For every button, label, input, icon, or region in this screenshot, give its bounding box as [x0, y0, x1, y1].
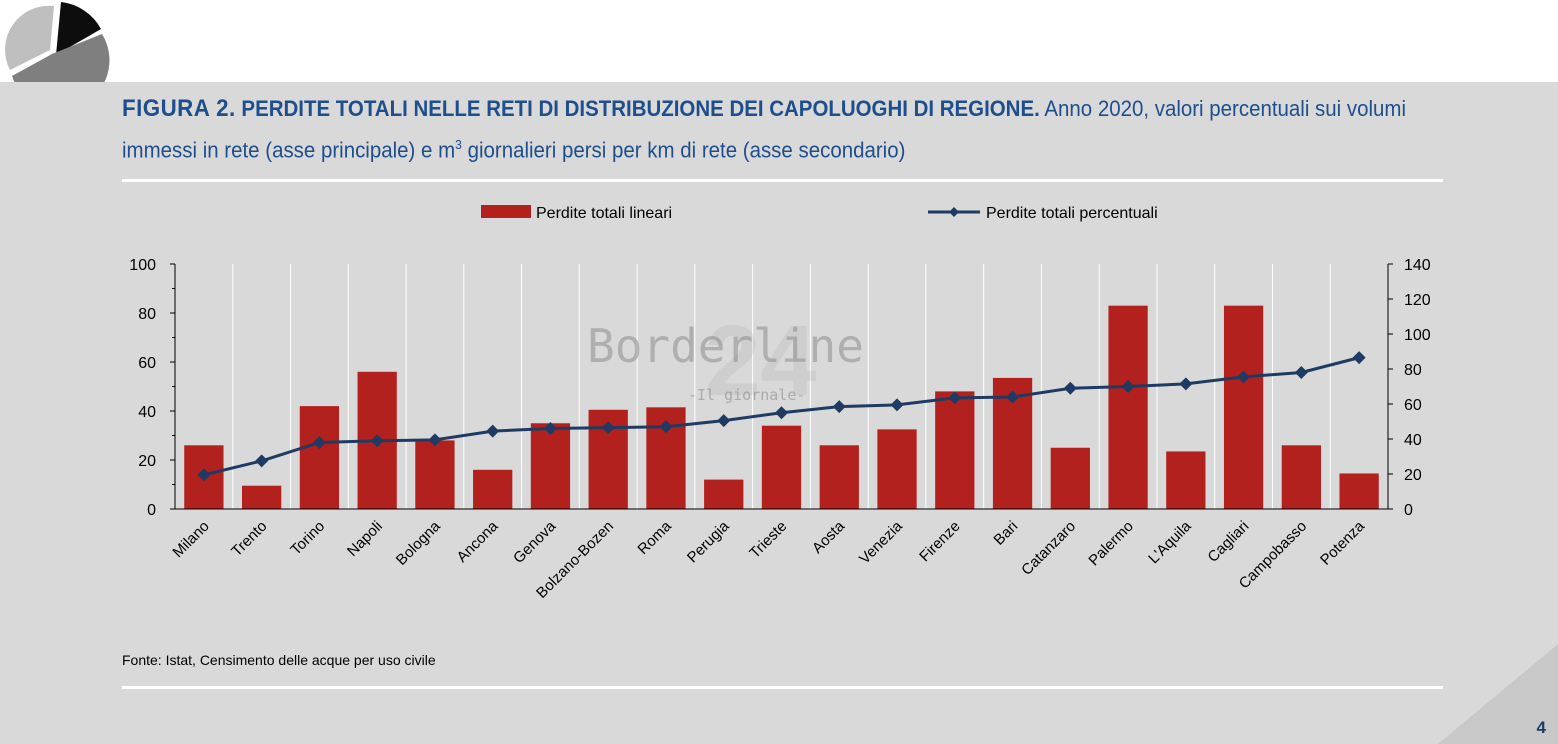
- right-axis-ticks: 0 20 40 60 80 100 120 140: [1388, 257, 1431, 519]
- figure-label: FIGURA 2.: [122, 95, 236, 122]
- line-marker: [428, 433, 442, 447]
- watermark: 24 Borderline -Il giornale-: [587, 305, 864, 417]
- category-label: Catanzaro: [1018, 518, 1079, 579]
- line-marker: [1121, 380, 1135, 393]
- category-label: Napoli: [344, 518, 386, 560]
- right-tick-label: 80: [1404, 362, 1422, 379]
- line-marker: [659, 420, 673, 434]
- right-tick-label: 120: [1404, 292, 1431, 309]
- figure-title: FIGURA 2. PERDITE TOTALI NELLE RETI DI D…: [122, 91, 1443, 168]
- line-marker: [1294, 366, 1308, 379]
- bar-firenze: [935, 391, 975, 509]
- line-marker: [1237, 370, 1251, 384]
- category-label: L'Aquila: [1145, 517, 1195, 567]
- line-marker: [775, 406, 788, 420]
- watermark-subtext: -Il giornale-: [688, 386, 805, 404]
- bar-potenza: [1339, 473, 1379, 509]
- watermark-number: 24: [705, 305, 817, 417]
- pie-logo-black-slice: [56, 2, 101, 55]
- line-marker: [255, 454, 269, 468]
- category-label: Cagliari: [1204, 518, 1252, 566]
- left-tick-label: 40: [138, 404, 156, 421]
- legend-bar-label: Perdite totali lineari: [536, 205, 672, 222]
- category-label: Genova: [510, 517, 560, 567]
- figure-title-rest-2: giornalieri persi per km di rete (asse s…: [467, 137, 906, 163]
- right-tick-label: 140: [1404, 257, 1431, 274]
- line-marker: [370, 434, 384, 448]
- line-marker: [1352, 351, 1366, 365]
- pie-logo-light-slice: [5, 5, 54, 70]
- line-marker: [832, 400, 846, 414]
- page-corner-decoration: [1438, 644, 1558, 744]
- left-axis-ticks: 0 20 40 60 80 100: [129, 257, 175, 519]
- source-note: Fonte: Istat, Censimento delle acque per…: [122, 652, 436, 668]
- figure-title-superscript: 3: [455, 137, 462, 152]
- right-tick-label: 0: [1404, 502, 1413, 519]
- bar-venezia: [877, 429, 917, 509]
- figure-title-rest: Anno 2020, valori percentuali sui volumi…: [122, 96, 1407, 163]
- category-label: Venezia: [856, 517, 906, 567]
- category-label: Perugia: [684, 517, 733, 566]
- category-label: Roma: [634, 517, 675, 558]
- legend-line-marker: [949, 207, 959, 217]
- category-label: Aosta: [809, 517, 849, 557]
- category-label: Trieste: [746, 518, 790, 562]
- top-divider: [122, 179, 1443, 182]
- line-series: [197, 351, 1366, 482]
- page-number: 4: [1536, 718, 1546, 737]
- line-marker: [486, 424, 500, 438]
- right-tick-label: 20: [1404, 467, 1422, 484]
- line-marker: [601, 421, 615, 435]
- bar-perugia: [704, 479, 744, 509]
- category-label: Milano: [169, 518, 212, 561]
- category-label: Firenze: [916, 518, 963, 565]
- category-label: Potenza: [1317, 517, 1368, 568]
- line-marker: [543, 422, 557, 435]
- left-tick-label: 20: [138, 453, 156, 470]
- line-marker: [890, 398, 904, 412]
- line-marker: [1063, 381, 1077, 395]
- bar-ancona: [473, 469, 513, 509]
- category-label: Trento: [228, 518, 270, 560]
- bar-palermo: [1108, 305, 1148, 509]
- bar-trento: [242, 485, 282, 509]
- bar-genova: [530, 423, 571, 509]
- bar-torino: [299, 406, 340, 509]
- category-label: Palermo: [1085, 518, 1137, 570]
- legend: Perdite totali lineari Perdite totali pe…: [481, 205, 1158, 222]
- bar-catanzaro: [1050, 447, 1090, 509]
- category-label: Bologna: [393, 517, 444, 568]
- right-tick-label: 40: [1404, 432, 1422, 449]
- figure-title-bold: PERDITE TOTALI NELLE RETI DI DISTRIBUZIO…: [241, 96, 1040, 121]
- bar-bologna: [415, 440, 455, 509]
- bar-trieste: [761, 425, 802, 509]
- right-tick-label: 60: [1404, 397, 1422, 414]
- line-marker: [1006, 390, 1020, 404]
- left-tick-label: 60: [138, 355, 156, 372]
- line-marker: [948, 391, 962, 405]
- category-label: Ancona: [454, 517, 502, 565]
- right-tick-label: 100: [1404, 327, 1431, 344]
- bar-aosta: [819, 445, 859, 509]
- line-marker: [312, 436, 326, 449]
- bottom-divider: [122, 686, 1443, 689]
- line-marker: [197, 468, 211, 482]
- left-tick-label: 0: [147, 502, 156, 519]
- category-label: Torino: [287, 518, 328, 559]
- legend-line-label: Perdite totali percentuali: [986, 205, 1158, 222]
- bar-l-aquila: [1166, 451, 1206, 509]
- line-marker: [1179, 377, 1193, 391]
- watermark-text: Borderline: [587, 319, 864, 373]
- category-label: Bari: [990, 518, 1021, 549]
- left-tick-label: 80: [138, 306, 156, 323]
- left-tick-label: 100: [129, 257, 156, 274]
- line-marker: [717, 414, 731, 428]
- bar-campobasso: [1281, 445, 1321, 509]
- legend-bar-swatch: [481, 205, 531, 218]
- bar-cagliari: [1223, 305, 1264, 509]
- category-labels: Milano Trento Torino Napoli Bologna Ancona Gen…: [169, 517, 1368, 601]
